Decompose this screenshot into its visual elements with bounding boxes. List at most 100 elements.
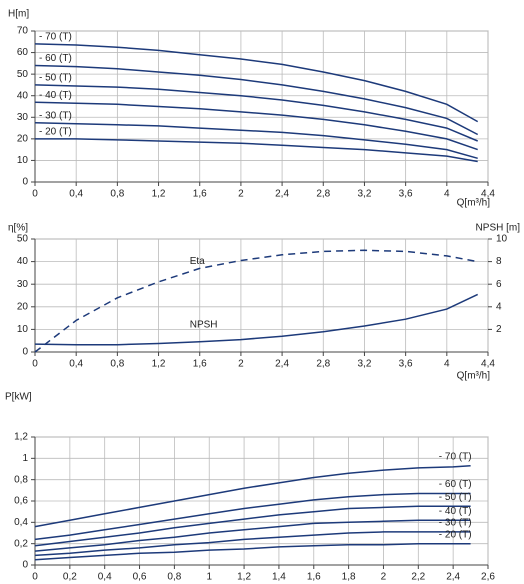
series-line bbox=[34, 64, 479, 136]
y-tick-label: 20 bbox=[17, 301, 29, 312]
series-label: - 30 (T) bbox=[39, 110, 72, 121]
series-label: - 70 (T) bbox=[39, 32, 72, 43]
series-line bbox=[34, 84, 478, 142]
y2-axis-title: NPSH [m] bbox=[476, 223, 521, 234]
x-tick-label: 2,8 bbox=[316, 359, 330, 370]
x-tick-label: 0,6 bbox=[133, 572, 147, 583]
y2-tick-label: 6 bbox=[496, 279, 502, 290]
y-tick-label: 30 bbox=[17, 112, 29, 123]
plot-area bbox=[34, 30, 489, 183]
series-label: - 60 (T) bbox=[439, 479, 472, 490]
y-tick-label: 10 bbox=[17, 155, 29, 166]
y-tick-label: 40 bbox=[17, 256, 29, 267]
series-label: - 40 (T) bbox=[439, 506, 472, 517]
series-label: - 70 (T) bbox=[439, 451, 472, 462]
series-label: - 20 (T) bbox=[439, 529, 472, 540]
series-line bbox=[34, 542, 471, 561]
series-line bbox=[34, 492, 471, 541]
series-label: - 20 (T) bbox=[39, 126, 72, 137]
x-tick-label: 1,2 bbox=[237, 572, 251, 583]
y-tick-label: 0 bbox=[22, 560, 28, 571]
series-line bbox=[34, 249, 478, 353]
series-line bbox=[34, 293, 479, 346]
series-line bbox=[34, 465, 471, 528]
x-tick-label: 1,6 bbox=[193, 189, 207, 200]
series-line bbox=[34, 505, 471, 547]
x-tick-label: 0,8 bbox=[110, 359, 124, 370]
x-tick-label: 4 bbox=[444, 359, 450, 370]
x-tick-label: 0,8 bbox=[167, 572, 181, 583]
y-tick-label: 10 bbox=[17, 324, 29, 335]
series-label: - 50 (T) bbox=[439, 492, 472, 503]
x-tick-label: 2,4 bbox=[275, 359, 289, 370]
y-tick-label: 1,2 bbox=[14, 432, 28, 443]
x-tick-label: 0,4 bbox=[69, 189, 83, 200]
y-tick-label: 40 bbox=[17, 90, 29, 101]
y-tick-label: 50 bbox=[17, 69, 29, 80]
y2-tick-label: 8 bbox=[496, 256, 502, 267]
y-tick-label: 30 bbox=[17, 279, 29, 290]
series-label: - 60 (T) bbox=[39, 53, 72, 64]
x-tick-label: 0 bbox=[32, 359, 38, 370]
x-tick-label: 1 bbox=[206, 572, 212, 583]
y-tick-label: 20 bbox=[17, 133, 29, 144]
x-tick-label: 4,4 bbox=[481, 359, 495, 370]
x-tick-label: 2,2 bbox=[411, 572, 425, 583]
y-tick-label: 60 bbox=[17, 47, 29, 58]
y-tick-label: 0 bbox=[22, 347, 28, 358]
x-tick-label: 0,4 bbox=[69, 359, 83, 370]
x-tick-label: 3,6 bbox=[399, 189, 413, 200]
y-axis-title: H[m] bbox=[8, 9, 29, 20]
x-tick-label: 0,2 bbox=[63, 572, 77, 583]
x-tick-label: 2 bbox=[238, 359, 244, 370]
x-tick-label: 0 bbox=[32, 572, 38, 583]
y2-tick-label: 2 bbox=[496, 324, 502, 335]
x-tick-label: 0 bbox=[32, 189, 38, 200]
x-tick-label: 3,2 bbox=[358, 359, 372, 370]
y-tick-label: 50 bbox=[17, 234, 29, 245]
x-tick-label: 0,4 bbox=[98, 572, 112, 583]
x-tick-label: 0,8 bbox=[110, 189, 124, 200]
series-label: - 50 (T) bbox=[39, 73, 72, 84]
series-label: - 30 (T) bbox=[439, 518, 472, 529]
x-tick-label: 3,6 bbox=[399, 359, 413, 370]
x-tick-label: 2,6 bbox=[481, 572, 495, 583]
y-tick-label: 0,4 bbox=[14, 517, 28, 528]
y-tick-label: 70 bbox=[17, 26, 29, 37]
series-line bbox=[34, 531, 471, 557]
y-tick-label: 1 bbox=[22, 453, 28, 464]
x-tick-label: 4,4 bbox=[481, 189, 495, 200]
x-tick-label: 1,2 bbox=[152, 359, 166, 370]
y-axis-title: P[kW] bbox=[5, 392, 32, 403]
x-tick-label: 2,8 bbox=[316, 189, 330, 200]
y-tick-label: 0,2 bbox=[14, 538, 28, 549]
x-tick-label: 1,4 bbox=[272, 572, 286, 583]
x-tick-label: 2 bbox=[238, 189, 244, 200]
x-tick-label: 1,2 bbox=[152, 189, 166, 200]
plot-area bbox=[34, 238, 489, 353]
x-axis-title: Q[m³/h] bbox=[457, 198, 491, 209]
series-line bbox=[34, 121, 478, 160]
y-tick-label: 0 bbox=[22, 177, 28, 188]
series-label: Eta bbox=[190, 256, 205, 267]
series-line bbox=[34, 101, 478, 151]
series-label: - 40 (T) bbox=[39, 90, 72, 101]
series-line bbox=[35, 138, 478, 163]
y2-tick-label: 10 bbox=[496, 234, 508, 245]
x-tick-label: 1,6 bbox=[193, 359, 207, 370]
series-line bbox=[34, 43, 479, 123]
x-tick-label: 2,4 bbox=[275, 189, 289, 200]
x-axis-title: Q[m³/h] bbox=[457, 371, 491, 382]
x-tick-label: 2,4 bbox=[446, 572, 460, 583]
series-label: NPSH bbox=[190, 319, 218, 330]
x-tick-label: 1,8 bbox=[342, 572, 356, 583]
series-line bbox=[34, 519, 471, 552]
x-tick-label: 3,2 bbox=[358, 189, 372, 200]
x-tick-label: 1,6 bbox=[307, 572, 321, 583]
y2-tick-label: 4 bbox=[496, 301, 502, 312]
y-tick-label: 0,8 bbox=[14, 474, 28, 485]
y-tick-label: 0,6 bbox=[14, 496, 28, 507]
y-axis-title: η[%] bbox=[8, 223, 28, 234]
x-tick-label: 2 bbox=[381, 572, 387, 583]
